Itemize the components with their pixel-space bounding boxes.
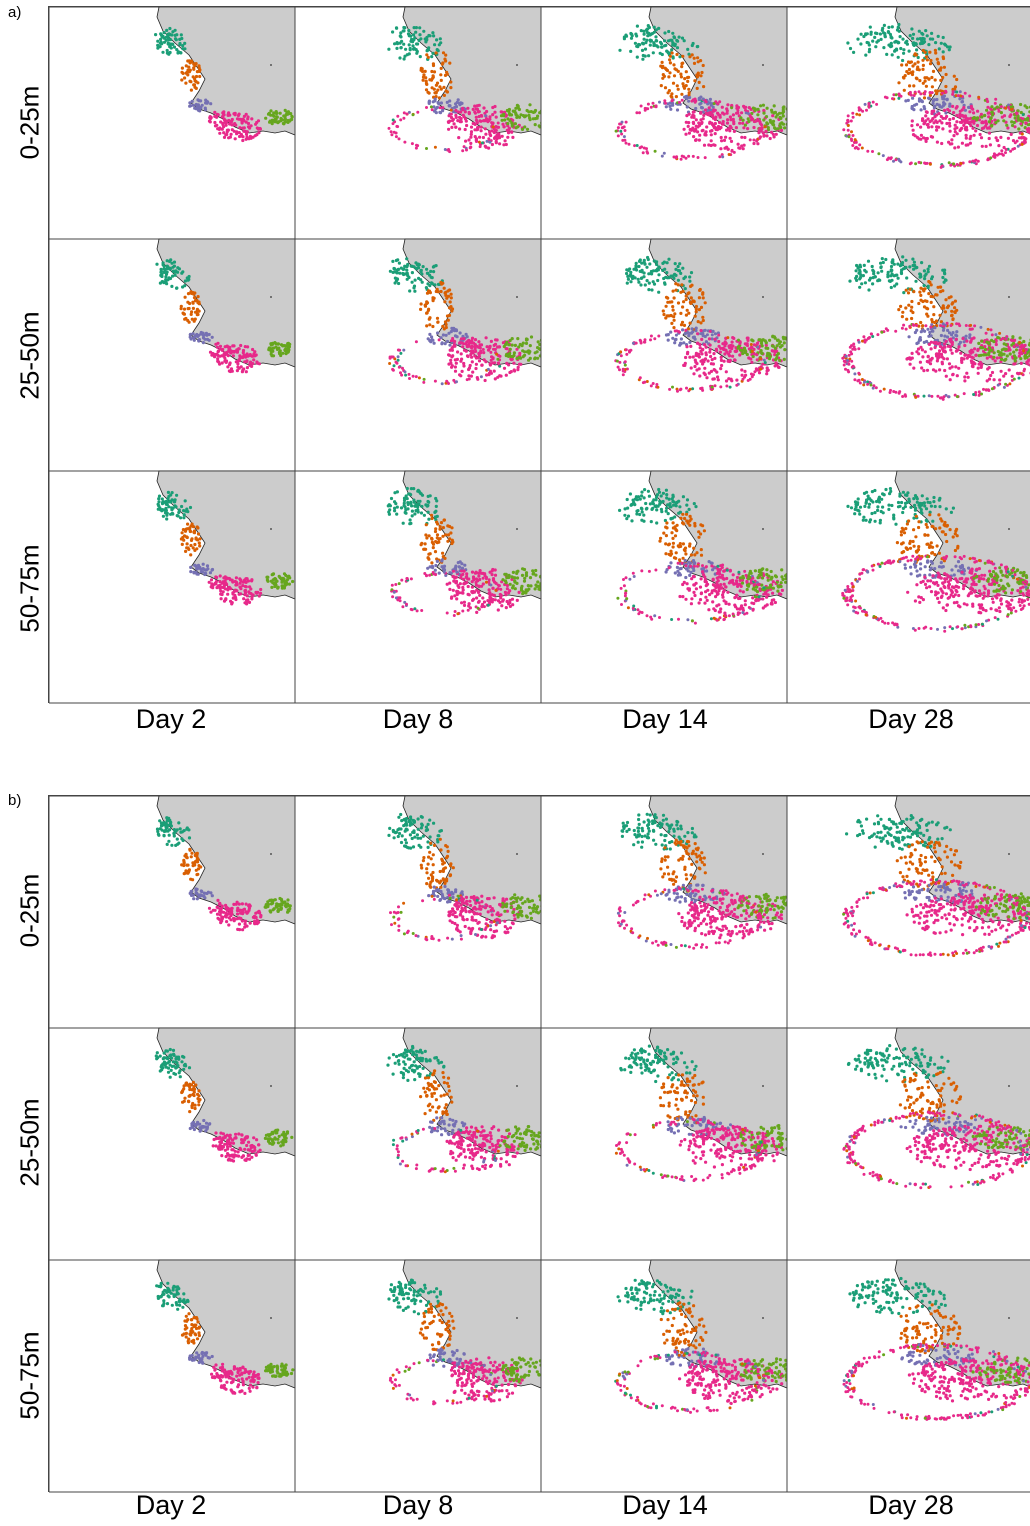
column-label: Day 2 bbox=[135, 1490, 207, 1520]
map-cell bbox=[540, 1259, 802, 1493]
land-mass bbox=[402, 470, 542, 600]
row-label: 50-75m bbox=[14, 1331, 45, 1420]
map-cell bbox=[49, 238, 296, 472]
column-label: Day 28 bbox=[868, 1490, 954, 1520]
map-cell bbox=[294, 470, 548, 704]
map-cell bbox=[786, 1259, 1030, 1493]
map-grid-svg bbox=[49, 796, 1030, 1493]
map-cell bbox=[786, 1027, 1030, 1261]
map-cell bbox=[786, 7, 1030, 240]
map-cell bbox=[540, 470, 802, 704]
map-cell bbox=[294, 238, 551, 472]
map-cell bbox=[294, 7, 547, 240]
row-label: 50-75m bbox=[14, 544, 45, 633]
row-label: 0-25m bbox=[14, 85, 45, 160]
column-label: Day 8 bbox=[382, 704, 454, 734]
map-cell bbox=[540, 7, 805, 240]
map-cell bbox=[49, 1027, 296, 1261]
row-label: 25-50m bbox=[14, 311, 45, 400]
column-label: Day 8 bbox=[382, 1490, 454, 1520]
map-grid bbox=[48, 795, 1030, 1493]
row-label: 25-50m bbox=[14, 1098, 45, 1187]
column-label: Day 28 bbox=[868, 704, 954, 734]
map-cell bbox=[786, 470, 1030, 704]
map-cell bbox=[49, 470, 296, 704]
map-cell bbox=[540, 238, 805, 472]
panel-letter: b) bbox=[8, 792, 22, 809]
land-mass bbox=[402, 1259, 542, 1389]
map-cell bbox=[540, 1027, 804, 1261]
map-cell bbox=[294, 1259, 550, 1493]
map-grid bbox=[48, 6, 1030, 704]
map-cell bbox=[49, 1259, 296, 1493]
map-cell bbox=[786, 238, 1030, 472]
land-mass bbox=[648, 470, 788, 600]
map-cell bbox=[294, 796, 550, 1029]
map-cell bbox=[786, 796, 1030, 1029]
map-cell bbox=[49, 796, 296, 1029]
map-grid-svg bbox=[49, 7, 1030, 704]
column-label: Day 14 bbox=[622, 1490, 708, 1520]
map-cell bbox=[294, 1027, 550, 1261]
land-mass bbox=[402, 238, 542, 368]
column-label: Day 2 bbox=[135, 704, 207, 734]
column-label: Day 14 bbox=[622, 704, 708, 734]
map-cell bbox=[49, 7, 296, 240]
row-label: 0-25m bbox=[14, 873, 45, 948]
map-cell bbox=[540, 796, 803, 1029]
panel-letter: a) bbox=[8, 4, 22, 21]
